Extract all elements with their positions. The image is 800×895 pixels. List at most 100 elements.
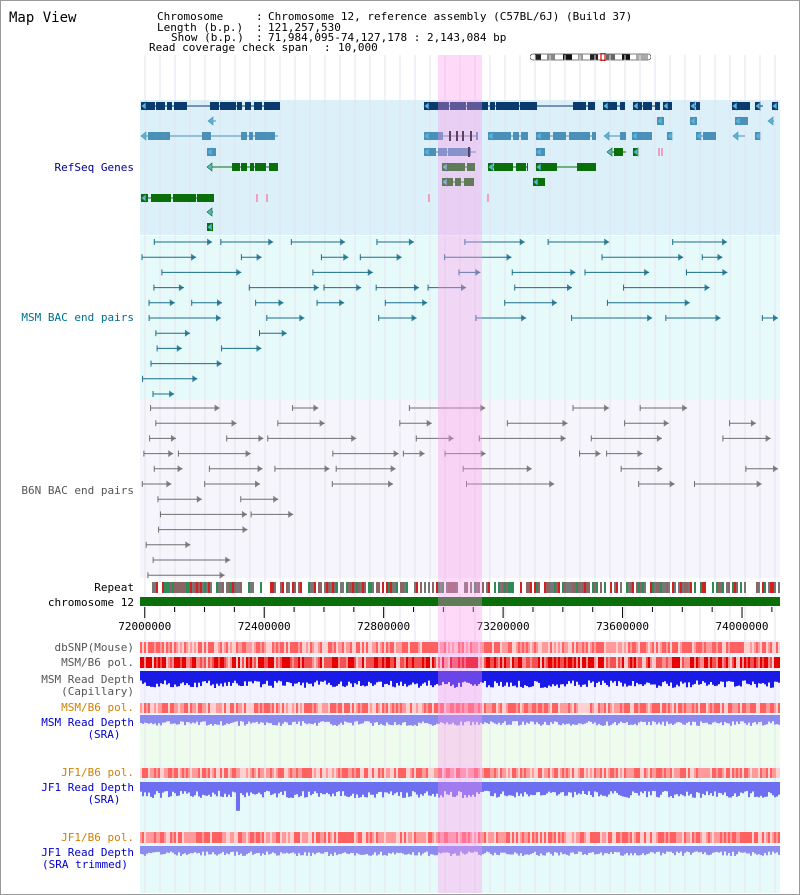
repeat-mark	[312, 582, 314, 593]
depth-bin	[318, 782, 320, 797]
depth-bin	[396, 671, 398, 684]
polymorphism-bin	[476, 768, 478, 778]
label-jf1-b6-pol-1[interactable]: JF1/B6 pol.	[61, 766, 134, 779]
polymorphism-bin	[442, 657, 444, 668]
depth-bin	[316, 715, 318, 726]
polymorphism-bin	[216, 703, 218, 713]
depth-bin	[300, 715, 302, 726]
depth-bin	[422, 671, 424, 684]
depth-bin	[290, 846, 292, 854]
label-msm-depth-cap[interactable]: MSM Read Depth	[41, 673, 134, 686]
repeat-mark	[178, 582, 180, 593]
depth-bin	[460, 846, 462, 852]
polymorphism-bin	[514, 703, 516, 713]
polymorphism-bin	[754, 768, 756, 778]
label-msm-b6-pol[interactable]: MSM/B6 pol.	[61, 656, 134, 669]
polymorphism-bin	[192, 703, 194, 713]
repeat-mark	[564, 582, 566, 593]
polymorphism-bin	[328, 642, 330, 653]
polymorphism-bin	[462, 657, 464, 668]
depth-bin	[256, 846, 258, 854]
msm-bac-pair-end	[408, 238, 414, 246]
depth-bin	[716, 782, 718, 797]
polymorphism-bin	[378, 703, 380, 713]
polymorphism-bin	[400, 642, 402, 653]
polymorphism-bin	[570, 703, 572, 713]
polymorphism-bin	[258, 768, 260, 778]
depth-bin	[458, 782, 460, 792]
depth-bin	[248, 671, 250, 682]
label-jf1-depth-sra[interactable]: JF1 Read Depth	[41, 781, 134, 794]
depth-bin	[738, 671, 740, 686]
polymorphism-bin	[522, 832, 524, 843]
label-jf1-b6-pol-2[interactable]: JF1/B6 pol.	[61, 831, 134, 844]
label-refseq-genes[interactable]: RefSeq Genes	[54, 161, 134, 174]
depth-bin	[178, 715, 180, 725]
polymorphism-bin	[182, 703, 184, 713]
polymorphism-bin	[236, 642, 238, 653]
polymorphism-bin	[548, 703, 550, 713]
polymorphism-bin	[550, 642, 552, 653]
polymorphism-bin	[722, 642, 724, 653]
polymorphism-bin	[462, 703, 464, 713]
depth-bin	[476, 671, 478, 686]
chromosome-ideogram[interactable]	[530, 53, 651, 61]
b6n-bac-pair-end	[560, 434, 566, 442]
label-dbsnp[interactable]: dbSNP(Mouse)	[54, 641, 134, 654]
depth-bin	[184, 715, 186, 726]
label-msm-b6-pol-sra[interactable]: MSM/B6 pol.	[61, 701, 134, 714]
depth-bin	[296, 671, 298, 684]
depth-bin	[618, 715, 620, 724]
depth-bin	[448, 846, 450, 853]
polymorphism-bin	[594, 768, 596, 778]
polymorphism-bin	[508, 642, 510, 653]
polymorphism-bin	[620, 642, 622, 653]
label-jf1-depth-trim[interactable]: JF1 Read Depth	[41, 846, 134, 859]
polymorphism-bin	[770, 657, 772, 668]
polymorphism-bin	[328, 703, 330, 713]
depth-bin	[526, 846, 528, 855]
polymorphism-bin	[432, 703, 434, 713]
polymorphism-bin	[416, 703, 418, 713]
polymorphism-bin	[298, 657, 300, 668]
depth-bin	[244, 782, 246, 798]
polymorphism-bin	[258, 703, 260, 713]
depth-bin	[688, 671, 690, 683]
depth-bin	[478, 671, 480, 685]
label-jf1-depth-sra-sub: (SRA)	[87, 793, 121, 806]
repeat-mark	[472, 582, 474, 593]
polymorphism-bin	[392, 642, 394, 653]
depth-bin	[724, 782, 726, 793]
depth-bin	[208, 846, 210, 855]
sep-4: :	[324, 41, 331, 54]
polymorphism-bin	[772, 768, 774, 778]
label-msm-bac[interactable]: MSM BAC end pairs	[21, 311, 134, 324]
depth-bin	[556, 782, 558, 796]
polymorphism-bin	[452, 642, 454, 653]
depth-bin	[258, 846, 260, 853]
depth-bin	[656, 671, 658, 688]
label-msm-depth-sra[interactable]: MSM Read Depth	[41, 716, 134, 729]
depth-bin	[598, 715, 600, 724]
polymorphism-bin	[166, 703, 168, 713]
polymorphism-bin	[738, 642, 740, 653]
polymorphism-bin	[708, 657, 710, 668]
polymorphism-bin	[314, 832, 316, 843]
depth-bin	[628, 782, 630, 798]
polymorphism-bin	[740, 768, 742, 778]
depth-bin	[728, 846, 730, 854]
depth-bin	[462, 671, 464, 683]
depth-bin	[376, 782, 378, 794]
msm-bac-pair-end	[367, 268, 373, 276]
polymorphism-bin	[398, 703, 400, 713]
polymorphism-bin	[752, 642, 754, 653]
polymorphism-bin	[546, 768, 548, 778]
repeat-mark	[240, 582, 242, 593]
depth-bin	[344, 846, 346, 853]
polymorphism-bin	[388, 768, 390, 778]
depth-bin	[212, 715, 214, 726]
depth-bin	[518, 671, 520, 681]
label-b6n-bac[interactable]: B6N BAC end pairs	[21, 484, 134, 497]
depth-bin	[346, 671, 348, 686]
